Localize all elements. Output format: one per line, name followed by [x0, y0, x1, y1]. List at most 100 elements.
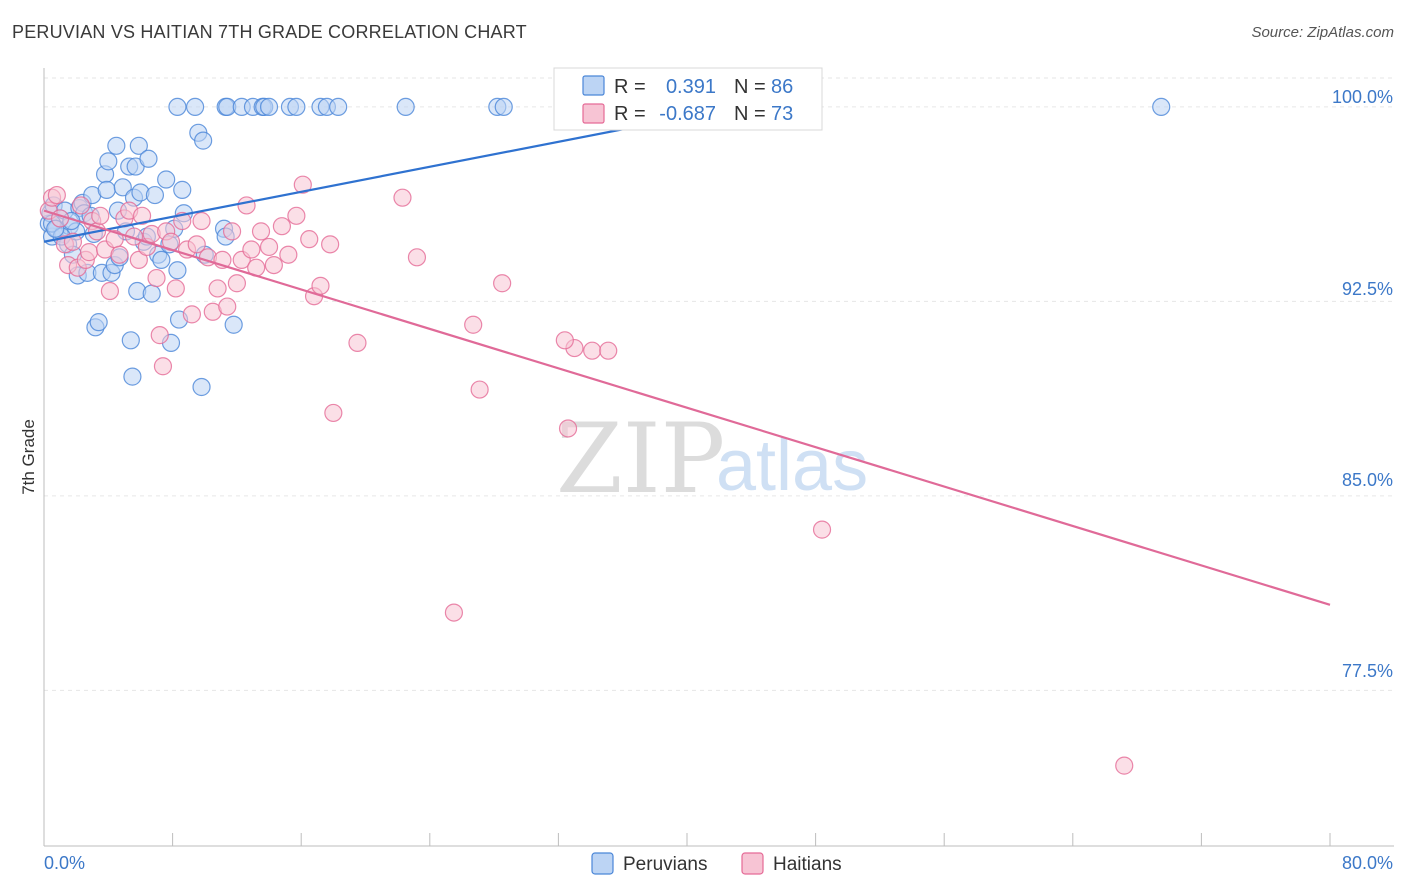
peruvian-point — [287, 97, 306, 117]
bottom-legend-peruvians: Peruvians — [623, 854, 708, 875]
peruvian-point — [224, 315, 243, 334]
haitian-point — [812, 520, 832, 539]
y-tick-label: 85.0% — [1342, 470, 1393, 490]
haitian-point — [493, 274, 512, 293]
haitians-trend-line — [43, 209, 1331, 606]
peruvian-point — [123, 367, 142, 386]
legend-swatch-peruvians — [582, 75, 605, 96]
peruvian-point — [142, 284, 161, 303]
series-legend: Peruvians Haitians — [591, 852, 842, 875]
legend-swatch-haitians — [582, 103, 605, 124]
bottom-legend-swatch-haitians — [741, 852, 764, 875]
haitian-point — [153, 357, 173, 376]
haitian-point — [218, 297, 237, 316]
haitian-point — [147, 268, 166, 288]
y-tick-labels: 100.0% 92.5% 85.0% 77.5% — [1332, 87, 1393, 681]
x-axis-ticks — [43, 833, 1331, 846]
haitian-point — [222, 222, 242, 241]
haitian-point — [583, 341, 602, 360]
haitian-point — [251, 222, 271, 241]
peruvian-point — [194, 131, 213, 150]
y-axis-title: 7th Grade — [19, 419, 38, 495]
legend-r-value: 0.391 — [666, 76, 716, 98]
peruvian-point — [97, 180, 116, 199]
peruvian-point — [89, 313, 108, 332]
peruvian-point — [168, 97, 187, 117]
trend-lines — [43, 103, 1331, 606]
peruvian-point — [186, 97, 205, 117]
haitian-point — [300, 230, 319, 249]
haitian-point — [208, 279, 227, 298]
chart-title: PERUVIAN VS HAITIAN 7TH GRADE CORRELATIO… — [12, 22, 527, 42]
haitian-point — [311, 276, 330, 295]
haitian-point — [192, 211, 211, 231]
peruvian-point — [192, 377, 211, 397]
peruvian-point — [152, 250, 171, 270]
peruvian-point — [259, 97, 279, 117]
haitian-point — [293, 175, 312, 194]
gridlines — [44, 77, 1394, 691]
haitian-point — [110, 245, 129, 264]
peruvian-point — [173, 180, 192, 199]
watermark-atlas: atlas — [716, 426, 868, 506]
haitian-point — [237, 196, 256, 215]
haitian-point — [393, 188, 412, 207]
haitian-point — [279, 245, 298, 264]
haitian-point — [91, 206, 110, 225]
haitian-point — [259, 237, 279, 257]
haitian-point — [166, 279, 185, 298]
legend-n-value: 86 — [771, 76, 793, 98]
haitian-point — [264, 255, 283, 275]
haitian-point — [272, 217, 292, 236]
haitian-point — [47, 185, 66, 205]
watermark-zip: ZIP — [556, 403, 725, 515]
bottom-legend-haitians: Haitians — [773, 854, 842, 875]
haitian-point — [227, 274, 246, 293]
correlation-legend: R = 0.391 N = 86 R = -0.687 N = 73 — [553, 67, 823, 131]
haitian-point — [470, 380, 489, 399]
peruvian-point — [494, 97, 513, 117]
legend-n-label: N = — [734, 103, 766, 125]
haitian-point — [71, 196, 91, 215]
haitian-point — [558, 419, 578, 438]
haitian-point — [132, 206, 152, 225]
haitian-point — [79, 243, 99, 262]
haitian-point — [444, 603, 464, 622]
haitian-point — [321, 235, 340, 254]
y-tick-label: 92.5% — [1342, 279, 1393, 299]
haitian-point — [599, 341, 618, 360]
haitian-point — [287, 206, 306, 225]
haitian-point — [324, 403, 343, 423]
peruvian-point — [145, 185, 165, 205]
x-tick-label-min: 0.0% — [44, 853, 85, 873]
y-tick-label: 77.5% — [1342, 661, 1393, 681]
y-tick-label: 100.0% — [1332, 87, 1393, 107]
legend-r-label: R = — [614, 76, 646, 98]
haitian-point — [242, 240, 261, 259]
peruvian-point — [107, 136, 126, 155]
legend-n-label: N = — [734, 76, 766, 98]
peruvian-point — [1152, 97, 1171, 117]
peruvian-point — [121, 331, 140, 350]
peruvian-point — [99, 152, 118, 171]
peruvian-point — [129, 136, 148, 155]
peruvian-point — [139, 149, 158, 168]
legend-r-label: R = — [614, 103, 646, 125]
haitian-point — [187, 235, 206, 254]
haitian-point — [129, 250, 148, 270]
haitian-point — [100, 281, 120, 301]
peruvian-point — [329, 97, 348, 117]
haitian-point — [150, 326, 169, 345]
peruvian-point — [157, 170, 176, 189]
haitian-point — [348, 333, 367, 352]
peruvian-point — [396, 97, 415, 117]
peruvian-point — [168, 261, 187, 280]
bottom-legend-swatch-peruvians — [591, 852, 614, 875]
legend-r-value: -0.687 — [659, 103, 716, 125]
haitian-point — [1115, 756, 1134, 775]
haitian-point — [182, 305, 201, 324]
source-label: Source: ZipAtlas.com — [1251, 24, 1394, 41]
peruvian-point — [113, 178, 132, 197]
legend-n-value: 73 — [771, 103, 793, 125]
